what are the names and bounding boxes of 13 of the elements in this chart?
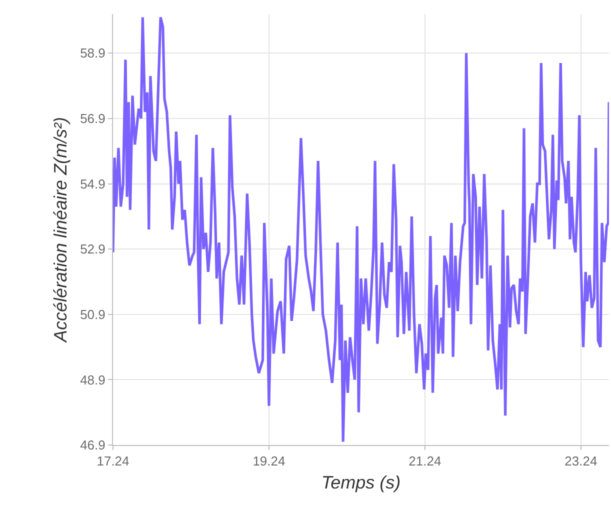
x-tick-label: 23.24 bbox=[564, 454, 598, 469]
y-tick-label: 52.9 bbox=[80, 242, 106, 257]
x-tick-label: 21.24 bbox=[408, 454, 442, 469]
y-tick-label: 56.9 bbox=[80, 111, 106, 126]
x-tick-label: 19.24 bbox=[252, 454, 286, 469]
y-tick-label: 58.9 bbox=[80, 46, 106, 61]
y-tick-label: 54.9 bbox=[80, 176, 106, 192]
y-tick-label: 48.9 bbox=[80, 372, 106, 388]
y-axis-title: Accélération linéaire Z(m/s²) bbox=[50, 116, 70, 344]
y-tick-label: 50.9 bbox=[80, 306, 106, 322]
x-axis-title: Temps (s) bbox=[321, 472, 401, 493]
x-tick-label: 17.24 bbox=[96, 454, 130, 469]
y-tick-label: 46.9 bbox=[80, 438, 106, 453]
